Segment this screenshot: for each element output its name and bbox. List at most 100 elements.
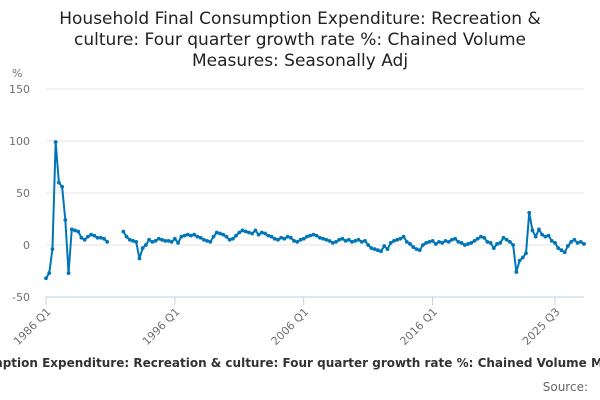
data-point xyxy=(259,230,264,235)
data-point xyxy=(105,239,110,244)
data-point xyxy=(385,247,390,252)
data-point xyxy=(475,236,480,241)
data-point xyxy=(121,229,126,234)
data-point xyxy=(263,231,267,236)
data-point xyxy=(89,232,93,237)
data-point xyxy=(382,244,387,248)
data-point xyxy=(224,234,229,239)
chart-title-line: culture: Four quarter growth rate %: Cha… xyxy=(74,30,526,50)
data-point xyxy=(276,237,280,242)
data-point xyxy=(491,246,496,251)
data-point xyxy=(440,241,445,245)
data-point xyxy=(301,236,306,241)
data-point xyxy=(66,271,71,275)
data-point xyxy=(269,234,274,239)
data-point xyxy=(540,232,545,237)
data-point xyxy=(56,180,61,185)
data-point xyxy=(279,235,284,240)
data-point xyxy=(485,239,490,244)
data-point xyxy=(140,246,145,251)
source-label: Source: xyxy=(542,380,588,394)
data-point xyxy=(85,234,90,239)
data-point xyxy=(379,249,383,254)
data-point xyxy=(388,241,393,245)
data-point xyxy=(230,236,235,241)
data-point xyxy=(131,238,135,243)
data-point xyxy=(375,248,380,253)
data-point xyxy=(266,233,271,238)
data-point xyxy=(343,238,348,243)
data-point xyxy=(334,239,338,244)
y-tick-label: 100 xyxy=(9,135,30,148)
data-point xyxy=(411,245,416,249)
data-point xyxy=(572,237,577,242)
data-point xyxy=(321,236,325,241)
data-point xyxy=(578,239,583,244)
x-tick-label: 1986 Q1 xyxy=(11,305,54,348)
data-point xyxy=(417,248,422,253)
data-point xyxy=(288,235,293,240)
data-point xyxy=(350,239,354,244)
data-point xyxy=(76,229,81,234)
data-point xyxy=(369,246,374,251)
data-point xyxy=(408,242,412,246)
y-tick-label: 0 xyxy=(23,239,30,252)
y-tick-label: 50 xyxy=(16,187,30,200)
data-point xyxy=(285,234,290,239)
data-point xyxy=(102,236,106,241)
data-point xyxy=(195,234,200,239)
data-point xyxy=(176,241,180,245)
data-point xyxy=(214,230,219,235)
series-group xyxy=(44,140,586,281)
data-point xyxy=(450,237,454,242)
data-point xyxy=(201,237,206,242)
data-point xyxy=(147,237,151,242)
data-point xyxy=(549,238,554,243)
data-point xyxy=(227,237,232,242)
data-point xyxy=(166,238,171,243)
data-point xyxy=(298,237,303,242)
data-point xyxy=(189,233,193,238)
data-point xyxy=(353,238,358,243)
data-point xyxy=(272,236,277,241)
data-point xyxy=(69,227,74,232)
data-point xyxy=(198,235,203,240)
data-point xyxy=(73,228,77,233)
data-point xyxy=(482,235,487,240)
data-point xyxy=(517,258,522,263)
data-point xyxy=(462,243,467,247)
data-point xyxy=(250,231,255,236)
data-point xyxy=(53,140,58,144)
data-point xyxy=(543,234,548,239)
data-point xyxy=(575,241,580,245)
data-point xyxy=(469,241,474,245)
data-point xyxy=(208,239,213,244)
data-point xyxy=(237,230,242,235)
data-point xyxy=(218,231,222,236)
data-point xyxy=(160,237,164,242)
chart-title-line: Household Final Consumption Expenditure:… xyxy=(59,9,541,29)
data-point xyxy=(553,241,557,245)
x-tick-label: 2025 Q3 xyxy=(520,305,563,348)
data-point xyxy=(430,238,435,243)
data-point xyxy=(346,237,351,242)
data-point xyxy=(466,242,470,246)
data-point xyxy=(127,237,132,242)
data-point xyxy=(327,238,332,243)
y-tick-label: 150 xyxy=(9,83,30,96)
data-point xyxy=(404,239,409,244)
data-point xyxy=(240,228,245,233)
chart-title-line: Measures: Seasonally Adj xyxy=(192,51,408,71)
data-point xyxy=(443,238,448,243)
data-point xyxy=(60,184,65,189)
data-point xyxy=(317,235,322,240)
data-point xyxy=(211,234,216,239)
data-point xyxy=(98,235,103,240)
data-point xyxy=(488,241,493,245)
data-point xyxy=(163,238,168,243)
y-tick-label: -50 xyxy=(12,291,30,304)
data-point xyxy=(556,246,561,251)
y-axis-unit-label: % xyxy=(12,67,22,80)
data-point xyxy=(95,235,100,240)
data-point xyxy=(308,233,313,238)
